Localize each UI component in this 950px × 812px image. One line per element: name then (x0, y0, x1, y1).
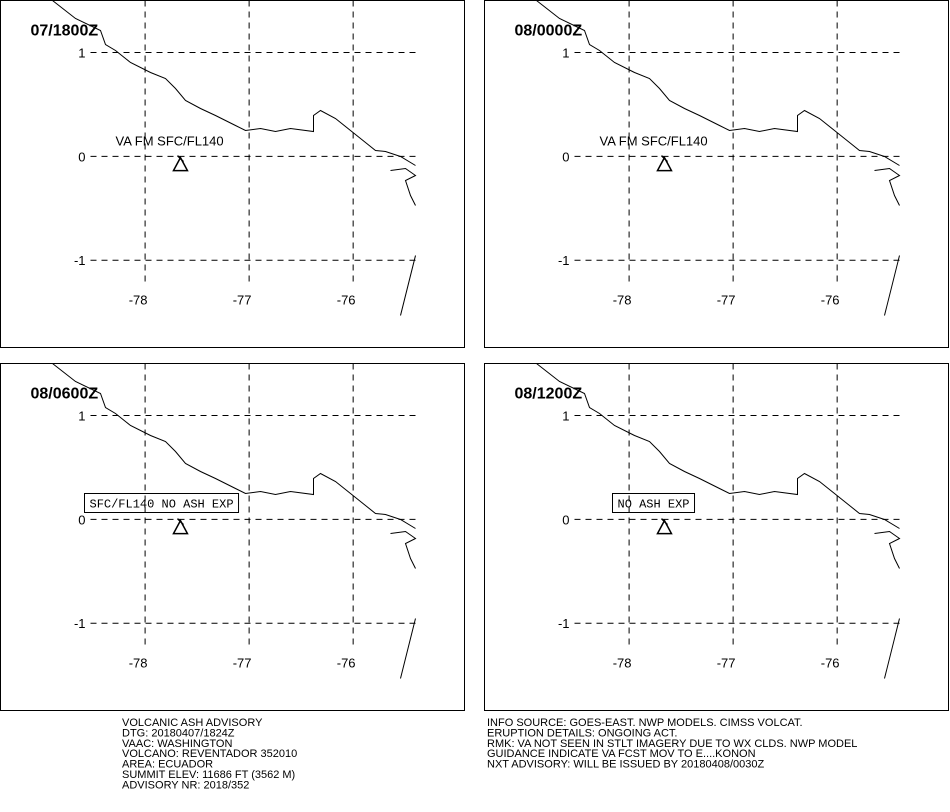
coastline (400, 255, 416, 316)
map-panel: 1 0 -1 -78 -77 -76 08/0600Z SFC/FL140 NO ASH EX… (0, 363, 465, 711)
lon-tick-label: -76 (337, 656, 356, 671)
lon-tick-label: -77 (233, 656, 252, 671)
panel-border (0, 0, 465, 348)
lon-tick-label: -78 (613, 293, 632, 308)
coastline (52, 0, 416, 166)
coastline (390, 167, 417, 206)
lon-tick-label: -78 (613, 656, 632, 671)
panel-border (484, 0, 949, 348)
annotation-box (84, 493, 240, 513)
advisory-line: ADVISORY NR: 2018/352 (122, 779, 249, 791)
forecast-time: 07/1800Z (31, 23, 99, 40)
lon-tick-label: -77 (717, 656, 736, 671)
advisory-line: VOLCANIC ASH ADVISORY (122, 717, 263, 729)
lat-tick-label: 0 (562, 512, 569, 527)
forecast-annotation: VA FM SFC/FL140 (116, 134, 224, 149)
lat-tick-label: 1 (562, 45, 569, 60)
advisory-line: ERUPTION DETAILS: ONGOING ACT. (487, 727, 678, 739)
lon-tick-label: -77 (717, 293, 736, 308)
lat-tick-label: -1 (74, 253, 86, 268)
lon-tick-label: -76 (337, 293, 356, 308)
forecast-annotation: SFC/FL140 NO ASH EXP (90, 498, 234, 512)
advisory-line: DTG: 20180407/1824Z (122, 727, 235, 739)
lat-tick-label: -1 (558, 616, 570, 631)
coastline (52, 363, 416, 529)
lat-tick-label: -1 (558, 253, 570, 268)
panel-border (0, 363, 465, 711)
map-panel: 1 0 -1 -78 -77 -76 08/1200Z NO ASH EXP (484, 363, 949, 711)
volcano-symbol (656, 155, 673, 172)
forecast-annotation: NO ASH EXP (618, 498, 690, 512)
advisory-line: SUMMIT ELEV: 11686 FT (3562 M) (122, 769, 295, 781)
volcano-symbol (172, 518, 189, 535)
advisory-line: VOLCANO: REVENTADOR 352010 (122, 748, 297, 760)
advisory-line: GUIDANCE INDICATE VA FCST MOV TO E....KO… (487, 748, 756, 760)
advisory-line: AREA: ECUADOR (122, 759, 213, 771)
forecast-time: 08/0000Z (515, 23, 583, 40)
coastline (536, 363, 900, 529)
forecast-time: 08/0600Z (31, 386, 99, 403)
coastline (884, 618, 900, 679)
map-panel: 1 0 -1 -78 -77 -76 08/0000Z VA FM SFC/FL140 (484, 0, 949, 348)
lat-tick-label: 1 (78, 45, 85, 60)
forecast-time: 08/1200Z (515, 386, 583, 403)
lon-tick-label: -76 (821, 293, 840, 308)
coastline (536, 0, 900, 166)
lat-tick-label: -1 (74, 616, 86, 631)
lat-tick-label: 0 (78, 149, 85, 164)
lon-tick-label: -76 (821, 656, 840, 671)
lon-tick-label: -78 (129, 656, 148, 671)
lat-tick-label: 1 (562, 408, 569, 423)
annotation-box (612, 493, 696, 513)
map-panel: 1 0 -1 -78 -77 -76 07/1800Z VA FM SFC/FL140 (0, 0, 465, 348)
advisory-line: RMK: VA NOT SEEN IN STLT IMAGERY DUE TO … (487, 738, 857, 750)
forecast-annotation: VA FM SFC/FL140 (600, 134, 708, 149)
coastline (874, 167, 901, 206)
lon-tick-label: -78 (129, 293, 148, 308)
lat-tick-label: 0 (78, 512, 85, 527)
advisory-line: NXT ADVISORY: WILL BE ISSUED BY 20180408… (487, 759, 764, 771)
coastline (400, 618, 416, 679)
volcano-symbol (172, 155, 189, 172)
advisory-line: INFO SOURCE: GOES-EAST. NWP MODELS. CIMS… (487, 717, 803, 729)
lat-tick-label: 0 (562, 149, 569, 164)
coastline (390, 530, 417, 569)
volcano-symbol (656, 518, 673, 535)
coastline (884, 255, 900, 316)
coastline (874, 530, 901, 569)
lat-tick-label: 1 (78, 408, 85, 423)
advisory-line: VAAC: WASHINGTON (122, 738, 232, 750)
lon-tick-label: -77 (233, 293, 252, 308)
panel-border (484, 363, 949, 711)
